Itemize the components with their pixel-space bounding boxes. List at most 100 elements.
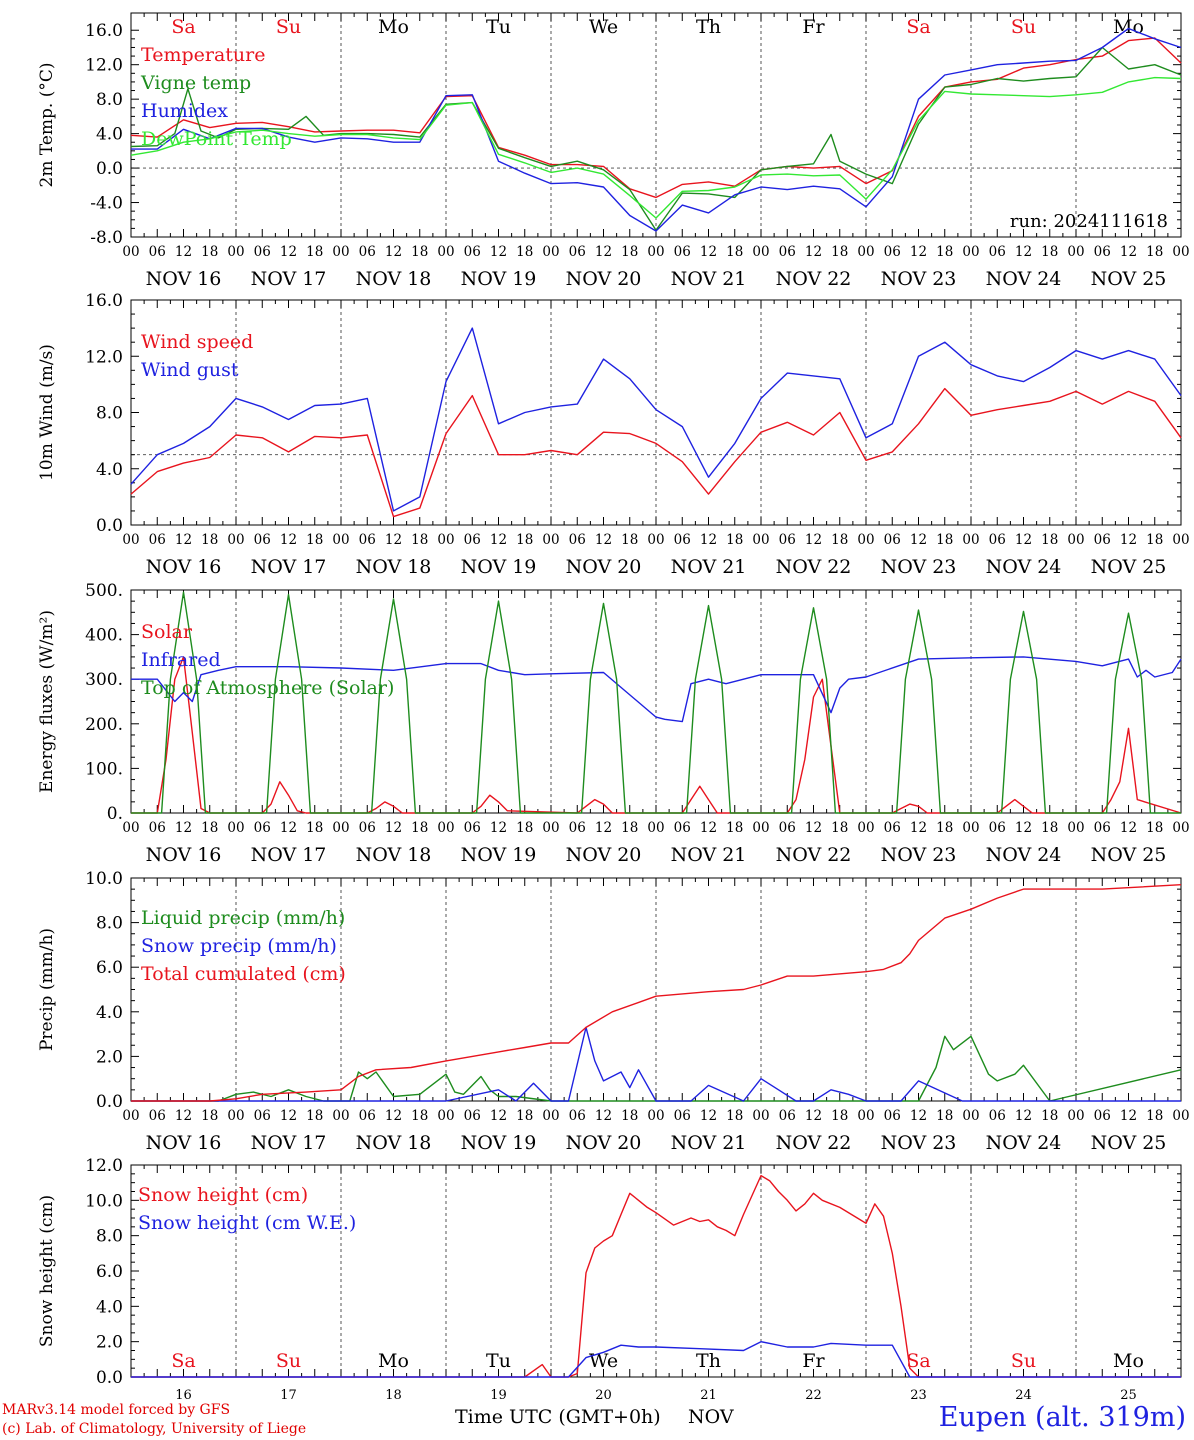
- hour-label: 00: [857, 532, 874, 548]
- hour-label: 18: [411, 244, 428, 260]
- weekday-label: Fr: [802, 16, 825, 38]
- hour-label: 00: [1172, 1108, 1189, 1124]
- y-axis-label: Energy fluxes (W/m²): [37, 610, 57, 793]
- hour-label: 00: [122, 244, 139, 260]
- hour-label: 12: [1120, 244, 1137, 260]
- y-tick-label: 500.: [85, 581, 123, 601]
- hour-label: 00: [332, 244, 349, 260]
- series-line-humidex: [131, 27, 1182, 232]
- legend-entry: Total cumulated (cm): [141, 963, 346, 985]
- hour-label: 12: [700, 820, 717, 836]
- date-label: NOV 19: [461, 556, 537, 578]
- hour-label: 00: [857, 820, 874, 836]
- hour-label: 18: [306, 820, 323, 836]
- y-tick-label: 100.: [85, 759, 123, 779]
- hour-label: 06: [989, 1108, 1006, 1124]
- date-label: NOV 17: [251, 556, 327, 578]
- hour-label: 12: [805, 820, 822, 836]
- legend-entry: Wind gust: [141, 359, 239, 381]
- hour-label: 00: [227, 244, 244, 260]
- hour-label: 06: [149, 532, 166, 548]
- hour-label: 06: [149, 1108, 166, 1124]
- hour-label: 18: [936, 244, 953, 260]
- hour-label: 00: [752, 244, 769, 260]
- date-label: NOV 18: [356, 1132, 432, 1154]
- run-label: run: 2024111618: [1010, 211, 1168, 232]
- hour-label: 06: [254, 532, 271, 548]
- weekday-label: Su: [1011, 1350, 1036, 1372]
- weekday-label: Sa: [906, 1350, 930, 1372]
- hour-label: 00: [437, 1108, 454, 1124]
- hour-label: 06: [1094, 820, 1111, 836]
- date-label: NOV 24: [986, 1132, 1062, 1154]
- hour-label: 06: [779, 532, 796, 548]
- hour-label: 12: [280, 532, 297, 548]
- legend-entry: DewPoint Temp: [141, 128, 292, 150]
- day-number: 25: [1120, 1388, 1137, 1403]
- date-label: NOV 24: [986, 268, 1062, 290]
- hour-label: 12: [280, 244, 297, 260]
- hour-label: 06: [464, 532, 481, 548]
- weekday-label: Sa: [171, 1350, 195, 1372]
- hour-label: 00: [122, 1108, 139, 1124]
- hour-label: 18: [1146, 1108, 1163, 1124]
- hour-label: 18: [936, 532, 953, 548]
- series-line-wind-gust: [130, 327, 1182, 512]
- hour-label: 06: [149, 820, 166, 836]
- weekday-label: Tu: [486, 1350, 511, 1372]
- y-tick-label: 4.0: [96, 1003, 123, 1023]
- hour-label: 00: [542, 1108, 559, 1124]
- hour-label: 00: [227, 532, 244, 548]
- hour-label: 06: [359, 820, 376, 836]
- y-tick-label: 300.: [85, 670, 123, 690]
- hour-label: 18: [201, 532, 218, 548]
- weekday-label: Mo: [378, 16, 409, 38]
- legend-entry: Temperature: [141, 44, 265, 66]
- hour-label: 18: [411, 820, 428, 836]
- y-tick-label: 10.0: [85, 869, 123, 889]
- hour-label: 00: [1067, 244, 1084, 260]
- date-label: NOV 23: [881, 844, 957, 866]
- hour-label: 12: [910, 532, 927, 548]
- hour-label: 06: [254, 820, 271, 836]
- hour-label: 12: [280, 820, 297, 836]
- y-axis-label: 2m Temp. (°C): [37, 62, 57, 187]
- hour-label: 18: [936, 1108, 953, 1124]
- hour-label: 18: [516, 244, 533, 260]
- weekday-label: Mo: [1113, 16, 1144, 38]
- y-tick-label: 0.0: [96, 159, 123, 179]
- hour-label: 18: [936, 820, 953, 836]
- hour-label: 18: [411, 532, 428, 548]
- hour-label: 06: [884, 1108, 901, 1124]
- hour-label: 06: [569, 244, 586, 260]
- series-line-infrared: [131, 656, 1182, 723]
- hour-label: 12: [805, 244, 822, 260]
- weekday-label: Mo: [1113, 1350, 1144, 1372]
- date-label: NOV 23: [881, 268, 957, 290]
- y-axis-label: 10m Wind (m/s): [37, 344, 57, 481]
- x-axis-unit: NOV: [688, 1406, 734, 1428]
- hour-label: 06: [569, 1108, 586, 1124]
- legend-entry: Snow precip (mm/h): [141, 935, 337, 957]
- y-tick-label: 8.0: [96, 90, 123, 110]
- date-label: NOV 20: [566, 268, 642, 290]
- hour-label: 18: [831, 1108, 848, 1124]
- model-credit: MARv3.14 model forced by GFS: [2, 1402, 231, 1418]
- date-label: NOV 19: [461, 1132, 537, 1154]
- hour-label: 18: [306, 244, 323, 260]
- hour-label: 00: [122, 820, 139, 836]
- legend-entry: Infrared: [141, 649, 221, 671]
- hour-label: 18: [306, 1108, 323, 1124]
- date-label: NOV 16: [146, 268, 222, 290]
- hour-label: 18: [831, 244, 848, 260]
- y-tick-label: 4.0: [96, 1297, 123, 1317]
- hour-label: 06: [884, 244, 901, 260]
- date-label: NOV 17: [251, 268, 327, 290]
- hour-label: 00: [752, 1108, 769, 1124]
- hour-label: 06: [989, 532, 1006, 548]
- date-label: NOV 24: [986, 556, 1062, 578]
- hour-label: 06: [359, 532, 376, 548]
- y-tick-label: -4.0: [90, 194, 123, 214]
- hour-label: 12: [1120, 820, 1137, 836]
- x-axis-title: Time UTC (GMT+0h): [455, 1406, 661, 1428]
